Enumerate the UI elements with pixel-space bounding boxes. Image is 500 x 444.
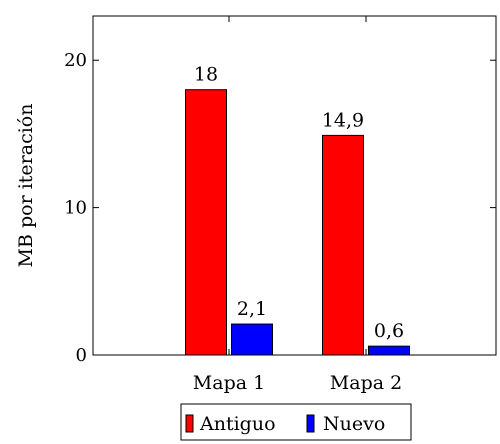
- data-label: 2,1: [237, 298, 267, 320]
- y-tick-label: 20: [64, 50, 87, 71]
- legend-swatch-antiguo: [185, 414, 194, 433]
- legend-box: [180, 403, 412, 441]
- bar-antiguo-1: [185, 89, 227, 356]
- x-tick-label: Mapa 2: [330, 372, 402, 394]
- x-tick-label: Mapa 1: [193, 372, 265, 394]
- legend-swatch-nuevo: [306, 414, 315, 433]
- bar-antiguo-2: [322, 134, 364, 356]
- plot-frame: [92, 15, 497, 356]
- data-label: 14,9: [322, 109, 364, 131]
- y-tick-label: 0: [76, 345, 87, 366]
- y-axis-title: MB por iteración: [15, 104, 37, 268]
- legend-label: Antiguo: [199, 413, 276, 435]
- data-label: 0,6: [374, 320, 404, 342]
- legend-label: Nuevo: [323, 413, 385, 435]
- bar-nuevo-1: [231, 323, 273, 356]
- bar-nuevo-2: [368, 345, 410, 356]
- y-tick-label: 10: [64, 198, 87, 219]
- chart-marks: 0 10 20 Mapa 1 Mapa 2 18 14,9 2,1 0,6 MB por iter…: [15, 15, 497, 441]
- data-label: 18: [194, 64, 218, 86]
